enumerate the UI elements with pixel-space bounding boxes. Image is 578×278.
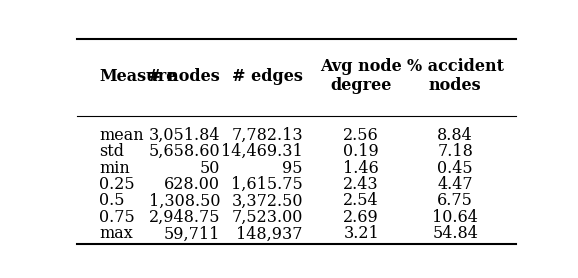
Text: 1,308.50: 1,308.50 xyxy=(149,192,220,209)
Text: 1,615.75: 1,615.75 xyxy=(231,176,303,193)
Text: 2.54: 2.54 xyxy=(343,192,379,209)
Text: 14,469.31: 14,469.31 xyxy=(221,143,303,160)
Text: 59,711: 59,711 xyxy=(164,225,220,242)
Text: 2.69: 2.69 xyxy=(343,209,379,226)
Text: 6.75: 6.75 xyxy=(438,192,473,209)
Text: 54.84: 54.84 xyxy=(432,225,478,242)
Text: 0.25: 0.25 xyxy=(99,176,135,193)
Text: 3,051.84: 3,051.84 xyxy=(149,126,220,143)
Text: 7.18: 7.18 xyxy=(438,143,473,160)
Text: % accident
nodes: % accident nodes xyxy=(407,58,504,95)
Text: std: std xyxy=(99,143,124,160)
Text: 95: 95 xyxy=(283,160,303,177)
Text: 628.00: 628.00 xyxy=(164,176,220,193)
Text: 0.19: 0.19 xyxy=(343,143,379,160)
Text: 3.21: 3.21 xyxy=(343,225,379,242)
Text: 10.64: 10.64 xyxy=(432,209,478,226)
Text: 4.47: 4.47 xyxy=(438,176,473,193)
Text: 8.84: 8.84 xyxy=(438,126,473,143)
Text: 0.5: 0.5 xyxy=(99,192,125,209)
Text: 148,937: 148,937 xyxy=(236,225,303,242)
Text: max: max xyxy=(99,225,133,242)
Text: Avg node
degree: Avg node degree xyxy=(320,58,402,95)
Text: 1.46: 1.46 xyxy=(343,160,379,177)
Text: 50: 50 xyxy=(199,160,220,177)
Text: 3,372.50: 3,372.50 xyxy=(231,192,303,209)
Text: 2.56: 2.56 xyxy=(343,126,379,143)
Text: mean: mean xyxy=(99,126,144,143)
Text: 0.45: 0.45 xyxy=(438,160,473,177)
Text: 7,523.00: 7,523.00 xyxy=(232,209,303,226)
Text: # nodes: # nodes xyxy=(149,68,220,85)
Text: 0.75: 0.75 xyxy=(99,209,135,226)
Text: min: min xyxy=(99,160,130,177)
Text: 5,658.60: 5,658.60 xyxy=(149,143,220,160)
Text: # edges: # edges xyxy=(232,68,303,85)
Text: 2.43: 2.43 xyxy=(343,176,379,193)
Text: Measure: Measure xyxy=(99,68,176,85)
Text: 7,782.13: 7,782.13 xyxy=(231,126,303,143)
Text: 2,948.75: 2,948.75 xyxy=(149,209,220,226)
